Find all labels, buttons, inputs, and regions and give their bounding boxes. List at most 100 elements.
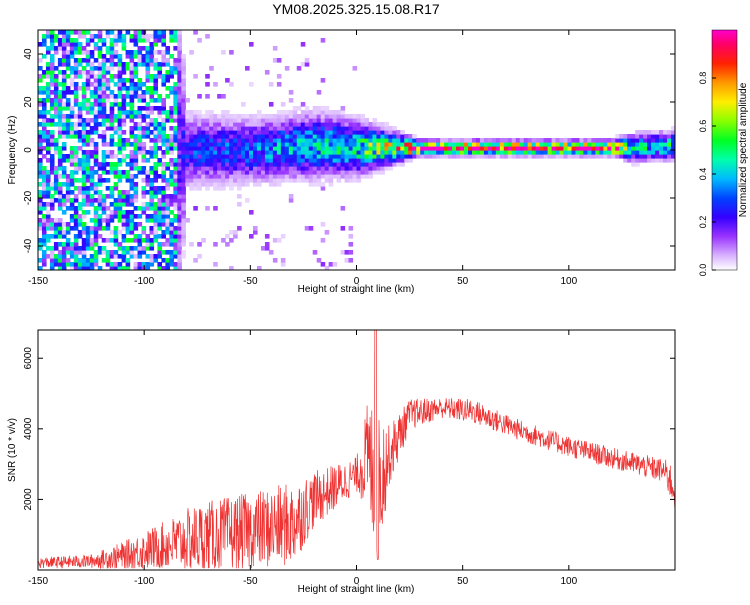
heatmap-cell — [149, 230, 155, 235]
heatmap-cell — [85, 258, 91, 263]
heatmap-cell — [237, 142, 242, 147]
heatmap-cell — [133, 234, 139, 239]
heatmap-cell — [615, 138, 620, 143]
heatmap-cell — [45, 190, 51, 195]
heatmap-cell — [372, 126, 378, 131]
heatmap-cell — [105, 66, 111, 71]
heatmap-cell — [117, 106, 123, 111]
heatmap-cell — [225, 178, 230, 183]
heatmap-cell — [531, 146, 537, 151]
heatmap-cell — [81, 226, 87, 231]
heatmap-cell — [133, 194, 139, 199]
heatmap-cell — [308, 114, 314, 119]
heatmap-cell — [101, 110, 107, 115]
heatmap-cell — [511, 142, 517, 147]
heatmap-cell — [173, 166, 178, 171]
heatmap-cell — [117, 266, 123, 270]
heatmap-cell — [300, 138, 306, 143]
heatmap-cell — [225, 142, 230, 147]
heatmap-cell — [189, 242, 194, 247]
heatmap-cell — [408, 138, 413, 143]
heatmap-cell — [81, 142, 87, 147]
heatmap-cell — [245, 154, 250, 159]
heatmap-cell — [376, 138, 381, 143]
heatmap-cell — [133, 146, 139, 151]
heatmap-cell — [360, 158, 366, 163]
heatmap-cell — [177, 122, 182, 127]
heatmap-cell — [145, 234, 151, 239]
heatmap-cell — [260, 146, 266, 151]
snr-plot-frame — [37, 329, 676, 571]
heatmap-cell — [376, 162, 381, 167]
heatmap-cell — [137, 94, 143, 99]
heatmap-cell — [149, 202, 155, 207]
heatmap-cell — [448, 150, 453, 155]
heatmap-cell — [117, 174, 123, 179]
heatmap-cell — [141, 194, 147, 199]
heatmap-cell — [404, 134, 409, 139]
heatmap-cell — [85, 202, 91, 207]
heatmap-cell — [575, 138, 581, 143]
heatmap-cell — [340, 206, 346, 211]
heatmap-cell — [229, 174, 234, 179]
heatmap-cell — [237, 194, 242, 199]
heatmap-cell — [229, 170, 234, 175]
heatmap-cell — [177, 214, 182, 219]
heatmap-cell — [129, 70, 135, 75]
heatmap-cell — [125, 218, 131, 223]
heatmap-cell — [57, 230, 63, 235]
heatmap-cell — [260, 138, 266, 143]
heatmap-cell — [173, 242, 178, 247]
heatmap-cell — [165, 46, 170, 51]
heatmap-cell — [157, 62, 163, 67]
heatmap-cell — [241, 130, 246, 135]
heatmap-cell — [229, 154, 234, 159]
heatmap-cell — [49, 130, 55, 135]
heatmap-cell — [173, 66, 178, 71]
heatmap-cell — [284, 158, 290, 163]
heatmap-cell — [73, 30, 79, 35]
heatmap-cell — [173, 194, 178, 199]
heatmap-cell — [38, 170, 43, 175]
heatmap-cell — [245, 114, 250, 119]
heatmap-cell — [221, 138, 226, 143]
heatmap-cell — [73, 186, 79, 191]
heatmap-cell — [436, 150, 441, 155]
heatmap-cell — [197, 154, 202, 159]
heatmap-cell — [49, 250, 55, 255]
heatmap-cell — [41, 134, 47, 139]
heatmap-cell — [495, 146, 501, 151]
heatmap-cell — [555, 138, 561, 143]
heatmap-cell — [121, 158, 127, 163]
heatmap-cell — [300, 142, 306, 147]
heatmap-cell — [137, 142, 143, 147]
heatmap-cell — [233, 182, 238, 187]
heatmap-cell — [121, 106, 127, 111]
heatmap-cell — [81, 130, 87, 135]
heatmap-cell — [57, 182, 63, 187]
heatmap-cell — [631, 134, 636, 139]
heatmap-cell — [85, 118, 91, 123]
heatmap-cell — [61, 62, 67, 67]
heatmap-cell — [356, 118, 362, 123]
heatmap-cell — [61, 54, 67, 59]
heatmap-cell — [157, 70, 163, 75]
heatmap-cell — [328, 134, 334, 139]
heatmap-cell — [181, 234, 186, 239]
heatmap-cell — [105, 50, 111, 55]
heatmap-cell — [41, 34, 47, 39]
heatmap-cell — [292, 150, 298, 155]
heatmap-cell — [101, 102, 107, 107]
heatmap-cell — [89, 62, 95, 67]
heatmap-cell — [185, 126, 190, 131]
heatmap-cell — [384, 138, 389, 143]
heatmap-cell — [396, 146, 401, 151]
heatmap-cell — [380, 158, 385, 163]
heatmap-cell — [392, 162, 397, 167]
heatmap-cell — [85, 186, 91, 191]
heatmap-cell — [137, 134, 143, 139]
heatmap-cell — [209, 174, 214, 179]
heatmap-cell — [213, 118, 218, 123]
heatmap-cell — [241, 174, 246, 179]
heatmap-cell — [360, 150, 366, 155]
